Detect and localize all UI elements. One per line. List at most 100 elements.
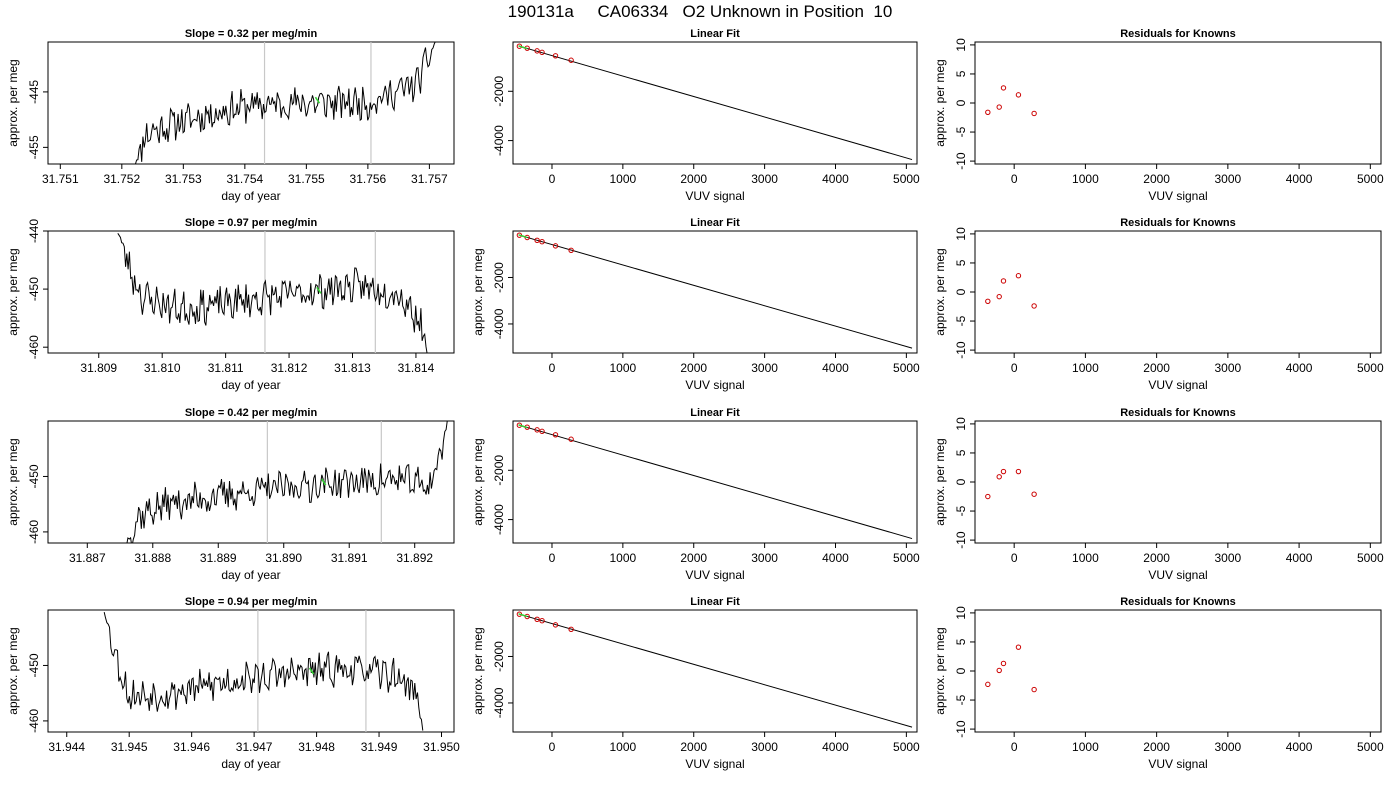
residual-point [985,681,991,688]
x-tick-label: 31.757 [411,172,448,186]
x-tick-label: 0 [1011,172,1018,186]
plot-frame [512,609,918,733]
x-axis-label: VUV signal [1148,568,1207,582]
known-point [539,238,545,245]
y-axis-label: approx. per meg [471,627,485,714]
known-point [534,48,540,54]
plot-area [103,610,424,732]
plot-area [985,644,1037,693]
panel-title: Residuals for Knowns [1120,217,1236,229]
known-point [539,617,545,624]
panel-title: Linear Fit [690,217,740,229]
x-tick-label: 31.949 [361,740,398,754]
y-tick-label: 5 [954,449,968,456]
unknown-point [521,425,528,429]
x-tick-label: 31.950 [423,740,460,754]
x-tick-label: 0 [549,740,556,754]
y-tick-label: -455 [27,135,41,159]
known-point [552,622,559,628]
x-tick-label: 31.945 [111,740,148,754]
x-tick-label: 2000 [1143,740,1170,754]
x-tick-label: 0 [1011,361,1018,375]
y-tick-label: -460 [27,335,41,359]
x-tick-label: 0 [1011,740,1018,754]
x-tick-label: 5000 [1357,172,1384,186]
plot-area [516,611,913,728]
residuals-panel-row-4: Residuals for Knowns 0 1000 2000 3000 4000 500… [933,596,1384,771]
x-tick-label: 0 [549,172,556,186]
plot-frame [47,41,455,165]
panel-title: Linear Fit [690,407,740,419]
slope-panel-row-4: Slope = 0.94 per meg/min 31.944 31.945 31.9… [6,596,460,771]
x-tick-label: 1000 [610,361,637,375]
plot-area [985,468,1037,500]
known-point [568,57,574,63]
x-tick-label: 3000 [1215,740,1242,754]
y-tick-label: 5 [954,70,968,77]
x-tick-label: 0 [549,551,556,565]
panel-title: Slope = 0.97 per meg/min [185,217,318,229]
y-axis-label: approx. per meg [6,438,20,525]
residual-point [996,667,1002,674]
residual-point [996,474,1002,480]
panel-title: Residuals for Knowns [1120,596,1236,608]
y-tick-label: -2000 [492,455,506,486]
known-point [539,49,545,56]
x-tick-label: 5000 [893,361,920,375]
x-tick-label: 31.814 [398,361,435,375]
residual-point [1015,468,1022,475]
residual-point [996,293,1002,300]
known-point [534,616,540,622]
panel-title: Linear Fit [690,28,740,40]
x-axis-label: VUV signal [1148,757,1207,771]
x-tick-label: 5000 [1357,551,1384,565]
unknown-point [521,46,528,50]
linear-fit-panel-row-1: Linear Fit 0 1000 2000 3000 4000 5000 -2000 -400… [492,28,920,203]
x-axis-label: VUV signal [685,378,744,392]
y-tick-label: -2000 [492,641,506,672]
y-axis-label: approx. per meg [471,248,485,335]
data-trace [117,233,428,353]
residual-point [1015,644,1022,650]
x-tick-label: 1000 [610,740,637,754]
plot-frame [974,230,1382,354]
y-tick-label: 0 [954,99,968,106]
y-tick-label: -2000 [492,76,506,107]
panel-title: Residuals for Knowns [1120,407,1236,419]
x-tick-label: 31.810 [144,361,181,375]
slope-panel-row-2: Slope = 0.97 per meg/min 31.809 31.810 31.8… [6,217,455,392]
unknown-mean-marker [316,286,322,294]
linear-fit-panel-row-4: Linear Fit 0 1000 2000 3000 4000 5000 -2000 -400… [471,596,920,771]
fit-line [519,613,913,728]
plot-frame [512,230,918,354]
x-tick-label: 31.756 [350,172,387,186]
x-tick-label: 31.809 [80,361,117,375]
unknown-mean-marker [308,667,315,675]
y-axis-label: approx. per meg [933,627,947,714]
residual-point [1000,660,1007,667]
known-point [568,247,574,253]
x-tick-label: 1000 [610,172,637,186]
x-tick-label: 31.948 [298,740,335,754]
x-tick-label: 31.813 [334,361,371,375]
y-tick-label: -4000 [492,125,506,156]
x-tick-label: 5000 [893,551,920,565]
y-tick-label: 10 [954,606,968,620]
x-axis-label: day of year [221,757,280,771]
residual-point [1015,92,1022,98]
y-tick-label: -5 [954,505,968,516]
y-tick-label: -10 [954,152,968,170]
x-axis-label: day of year [221,378,280,392]
y-axis-label: approx. per meg [471,438,485,525]
y-tick-label: -5 [954,694,968,705]
y-axis-label: approx. per meg [933,438,947,525]
plot-area [117,231,428,353]
x-tick-label: 3000 [751,551,778,565]
x-tick-label: 2000 [680,172,707,186]
x-tick-label: 2000 [1143,172,1170,186]
plot-area [516,422,913,540]
x-tick-label: 0 [1011,551,1018,565]
panel-title: Slope = 0.42 per meg/min [185,407,318,419]
residual-point [985,109,991,115]
x-tick-label: 3000 [1215,172,1242,186]
